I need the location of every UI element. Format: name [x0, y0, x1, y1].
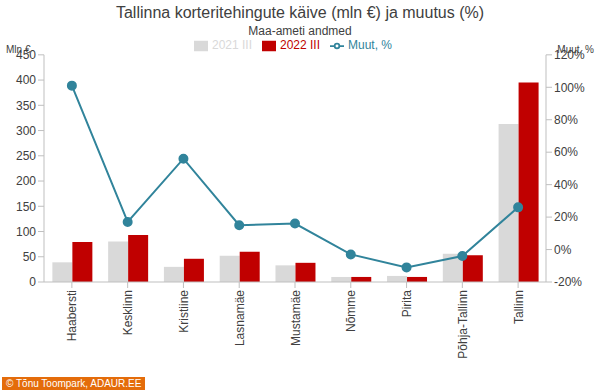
svg-text:Kristiine: Kristiine — [177, 290, 191, 333]
svg-text:200: 200 — [16, 174, 36, 188]
svg-text:250: 250 — [16, 149, 36, 163]
svg-text:Pirita: Pirita — [400, 290, 414, 318]
svg-text:300: 300 — [16, 124, 36, 138]
svg-text:100%: 100% — [554, 81, 585, 95]
svg-text:-20%: -20% — [554, 275, 582, 289]
svg-text:100: 100 — [16, 225, 36, 239]
svg-text:120%: 120% — [554, 48, 585, 62]
svg-text:Lasnamäe: Lasnamäe — [233, 290, 247, 346]
svg-text:400: 400 — [16, 73, 36, 87]
svg-text:Nõmme: Nõmme — [344, 290, 358, 332]
svg-text:40%: 40% — [554, 178, 578, 192]
svg-text:Kesklinn: Kesklinn — [121, 290, 135, 335]
svg-text:0: 0 — [29, 275, 36, 289]
svg-text:450: 450 — [16, 48, 36, 62]
svg-text:20%: 20% — [554, 210, 578, 224]
svg-text:Põhja-Tallinn: Põhja-Tallinn — [456, 290, 470, 359]
svg-text:0%: 0% — [554, 243, 572, 257]
svg-text:Mustamäe: Mustamäe — [289, 290, 303, 346]
svg-text:50: 50 — [23, 250, 37, 264]
svg-text:Tallinn: Tallinn — [512, 290, 526, 324]
svg-text:80%: 80% — [554, 113, 578, 127]
svg-text:350: 350 — [16, 99, 36, 113]
svg-text:60%: 60% — [554, 145, 578, 159]
svg-text:150: 150 — [16, 200, 36, 214]
svg-text:Haabersti: Haabersti — [65, 290, 79, 341]
